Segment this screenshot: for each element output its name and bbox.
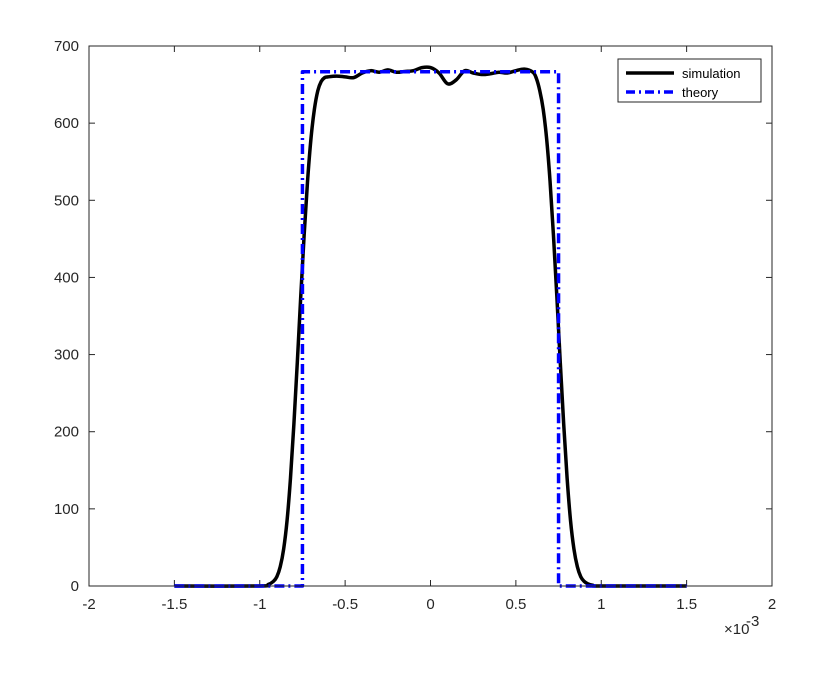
y-tick-label: 100 <box>54 501 79 518</box>
x-tick-label: 1 <box>597 596 605 613</box>
x-tick-label: -2 <box>82 596 95 613</box>
axes-box <box>88 45 773 587</box>
series-line-simulation <box>174 65 687 588</box>
y-tick-label: 400 <box>54 269 79 286</box>
legend-label-theory: theory <box>682 85 719 100</box>
plot-area <box>89 46 772 586</box>
legend-box <box>617 58 762 103</box>
x-tick-label: -1.5 <box>161 596 187 613</box>
y-tick-label: 0 <box>71 578 79 595</box>
axis-tick-labels: -2 -1.5 -1 -0.5 0 0.5 1 1.5 2 0 100 200 300 400 500 600… <box>54 38 776 613</box>
y-tick-label: 600 <box>54 115 79 132</box>
x-tick-label: 0.5 <box>505 596 526 613</box>
y-tick-label: 700 <box>54 38 79 55</box>
x-exponent-power: -3 <box>746 613 759 630</box>
x-tick-label: 2 <box>768 596 776 613</box>
legend: simulation theory <box>617 58 762 103</box>
x-exponent-label: ×10 -3 <box>724 613 759 638</box>
x-tick-label: 1.5 <box>676 596 697 613</box>
x-tick-label: -0.5 <box>332 596 358 613</box>
x-tick-label: 0 <box>426 596 434 613</box>
y-tick-label: 300 <box>54 347 79 364</box>
x-tick-label: -1 <box>253 596 266 613</box>
legend-label-simulation: simulation <box>682 66 741 81</box>
y-tick-label: 500 <box>54 192 79 209</box>
y-tick-label: 200 <box>54 424 79 441</box>
x-exponent-base: ×10 <box>724 621 749 638</box>
